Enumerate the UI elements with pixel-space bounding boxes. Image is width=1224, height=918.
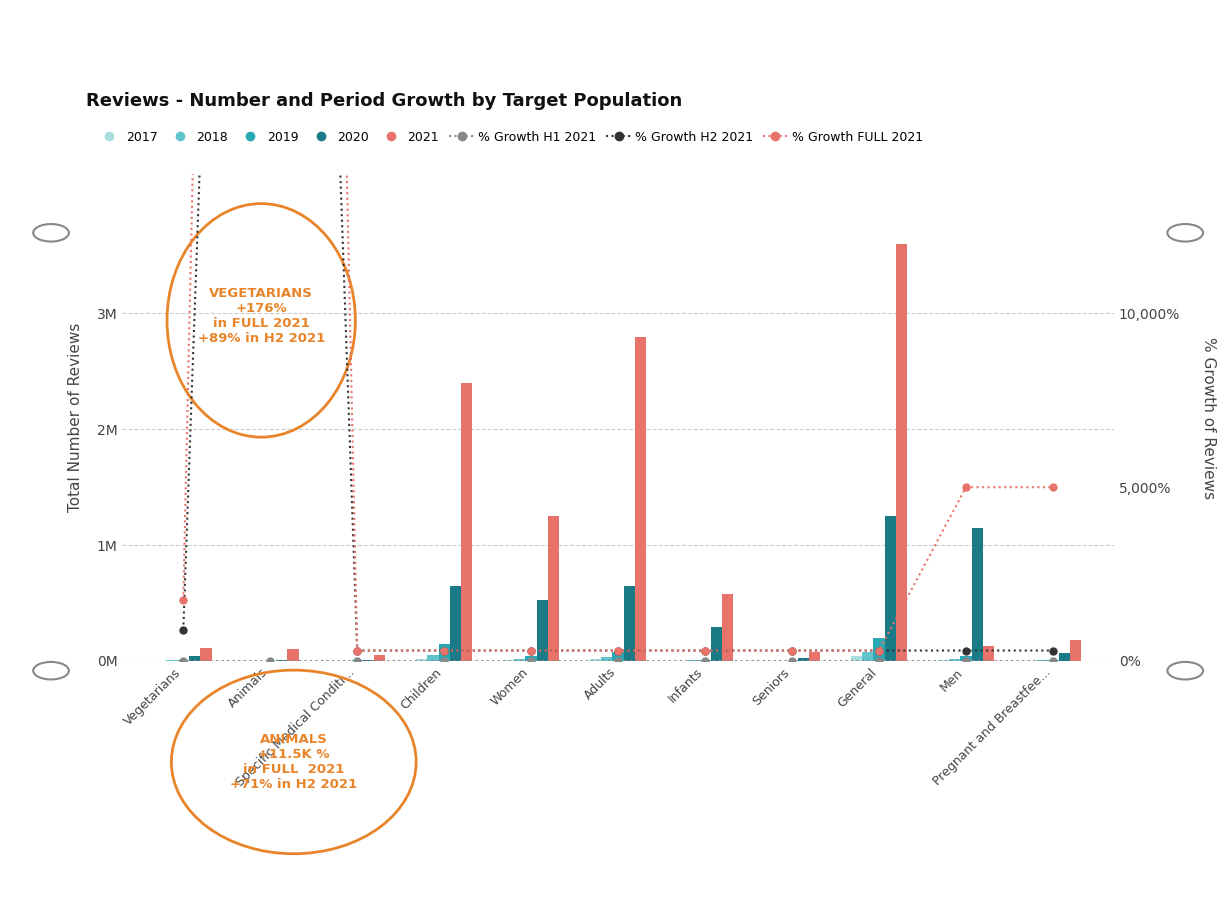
Circle shape: [33, 662, 69, 679]
Bar: [461, 383, 472, 661]
Circle shape: [1168, 662, 1203, 679]
Bar: [537, 599, 548, 661]
Bar: [201, 648, 212, 661]
Bar: [188, 656, 201, 661]
Bar: [503, 660, 514, 661]
Bar: [722, 594, 733, 661]
Bar: [983, 646, 994, 661]
Bar: [938, 660, 949, 661]
Bar: [972, 528, 983, 661]
Circle shape: [33, 224, 69, 241]
Bar: [514, 658, 525, 661]
Text: ANIMALS
+11.5K %
in FULL  2021
+71% in H2 2021: ANIMALS +11.5K % in FULL 2021 +71% in H2…: [230, 733, 357, 791]
Bar: [949, 658, 961, 661]
Bar: [177, 660, 188, 661]
Bar: [362, 660, 375, 661]
Bar: [375, 655, 386, 661]
Bar: [851, 656, 862, 661]
Text: VEGETARIANS
+176%
in FULL 2021
+89% in H2 2021: VEGETARIANS +176% in FULL 2021 +89% in H…: [197, 286, 324, 344]
Bar: [288, 649, 299, 661]
Y-axis label: Total Number of Reviews: Total Number of Reviews: [67, 323, 83, 512]
Bar: [590, 659, 601, 661]
Bar: [862, 652, 874, 661]
Bar: [1048, 660, 1059, 661]
Bar: [874, 638, 885, 661]
Bar: [711, 627, 722, 661]
Bar: [1059, 653, 1070, 661]
Bar: [624, 586, 635, 661]
Bar: [416, 658, 427, 661]
Bar: [635, 337, 646, 661]
Bar: [1070, 640, 1081, 661]
Bar: [798, 658, 809, 661]
Bar: [525, 656, 537, 661]
Bar: [427, 655, 438, 661]
Bar: [885, 516, 896, 661]
Text: Reviews - Number and Period Growth by Target Population: Reviews - Number and Period Growth by Ta…: [86, 92, 682, 110]
Y-axis label: % Growth of Reviews: % Growth of Reviews: [1201, 337, 1215, 498]
Bar: [961, 656, 972, 661]
Legend: 2017, 2018, 2019, 2020, 2021, % Growth H1 2021, % Growth H2 2021, % Growth FULL : 2017, 2018, 2019, 2020, 2021, % Growth H…: [92, 126, 928, 149]
Bar: [809, 653, 820, 661]
Bar: [438, 644, 450, 661]
Bar: [450, 586, 461, 661]
Bar: [548, 516, 559, 661]
Circle shape: [1168, 224, 1203, 241]
Bar: [699, 659, 711, 661]
Bar: [896, 244, 907, 661]
Bar: [601, 657, 612, 661]
Bar: [612, 652, 624, 661]
